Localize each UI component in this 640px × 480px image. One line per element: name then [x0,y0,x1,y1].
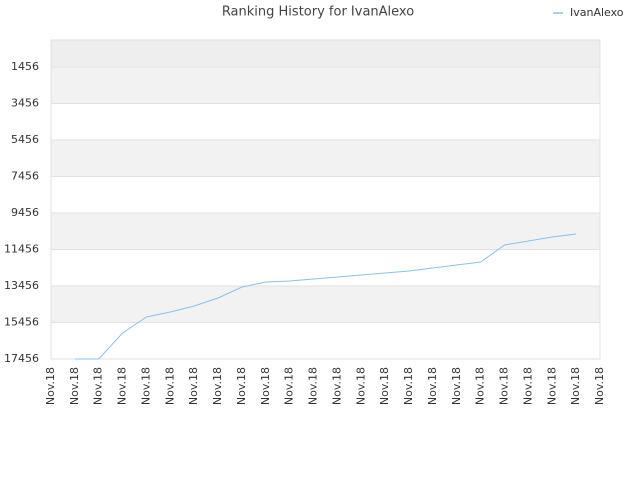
x-tick-label: Nov.18 [211,367,224,405]
x-tick-label: Nov.18 [569,367,582,405]
chart-title: Ranking History for IvanAlexo [222,5,414,20]
y-tick-label: 13456 [4,279,39,292]
x-tick-label: Nov.18 [68,367,81,405]
x-tick-label: Nov.18 [44,367,57,405]
x-tick-label: Nov.18 [426,367,439,405]
x-tick-label: Nov.18 [187,367,200,405]
x-tick-label: Nov.18 [402,367,415,405]
plot-band [51,176,600,214]
plot-band [51,40,600,68]
x-tick-label: Nov.18 [116,367,129,405]
x-tick-label: Nov.18 [545,367,558,405]
y-tick-label: 1456 [11,60,39,73]
y-tick-label: 17456 [4,352,39,365]
plot-band [51,249,600,287]
x-tick-label: Nov.18 [163,367,176,405]
y-tick-label: 9456 [11,206,39,219]
x-tick-label: Nov.18 [474,367,487,405]
plot-band [51,140,600,177]
y-tick-label: 11456 [4,243,39,256]
y-tick-label: 5456 [11,133,39,146]
plot-band [51,213,600,250]
y-tick-label: 3456 [11,97,39,110]
y-tick-label: 7456 [11,170,39,183]
x-tick-label: Nov.18 [259,367,272,405]
x-tick-label: Nov.18 [139,367,152,405]
y-tick-label: 15456 [4,316,39,329]
x-tick-label: Nov.18 [378,367,391,405]
x-tick-label: Nov.18 [307,367,320,405]
legend-label: IvanAlexo [570,6,624,19]
x-tick-label: Nov.18 [330,367,343,405]
x-tick-label: Nov.18 [593,367,606,405]
x-tick-label: Nov.18 [283,367,296,405]
x-tick-label: Nov.18 [235,367,248,405]
x-tick-label: Nov.18 [92,367,105,405]
x-tick-label: Nov.18 [521,367,534,405]
series-line [74,233,577,360]
x-tick-label: Nov.18 [450,367,463,405]
plot-band [51,322,600,359]
x-tick-label: Nov.18 [354,367,367,405]
plot-band [51,103,600,141]
plot-band [51,67,600,104]
x-tick-label: Nov.18 [498,367,511,405]
plot-band [51,286,600,323]
